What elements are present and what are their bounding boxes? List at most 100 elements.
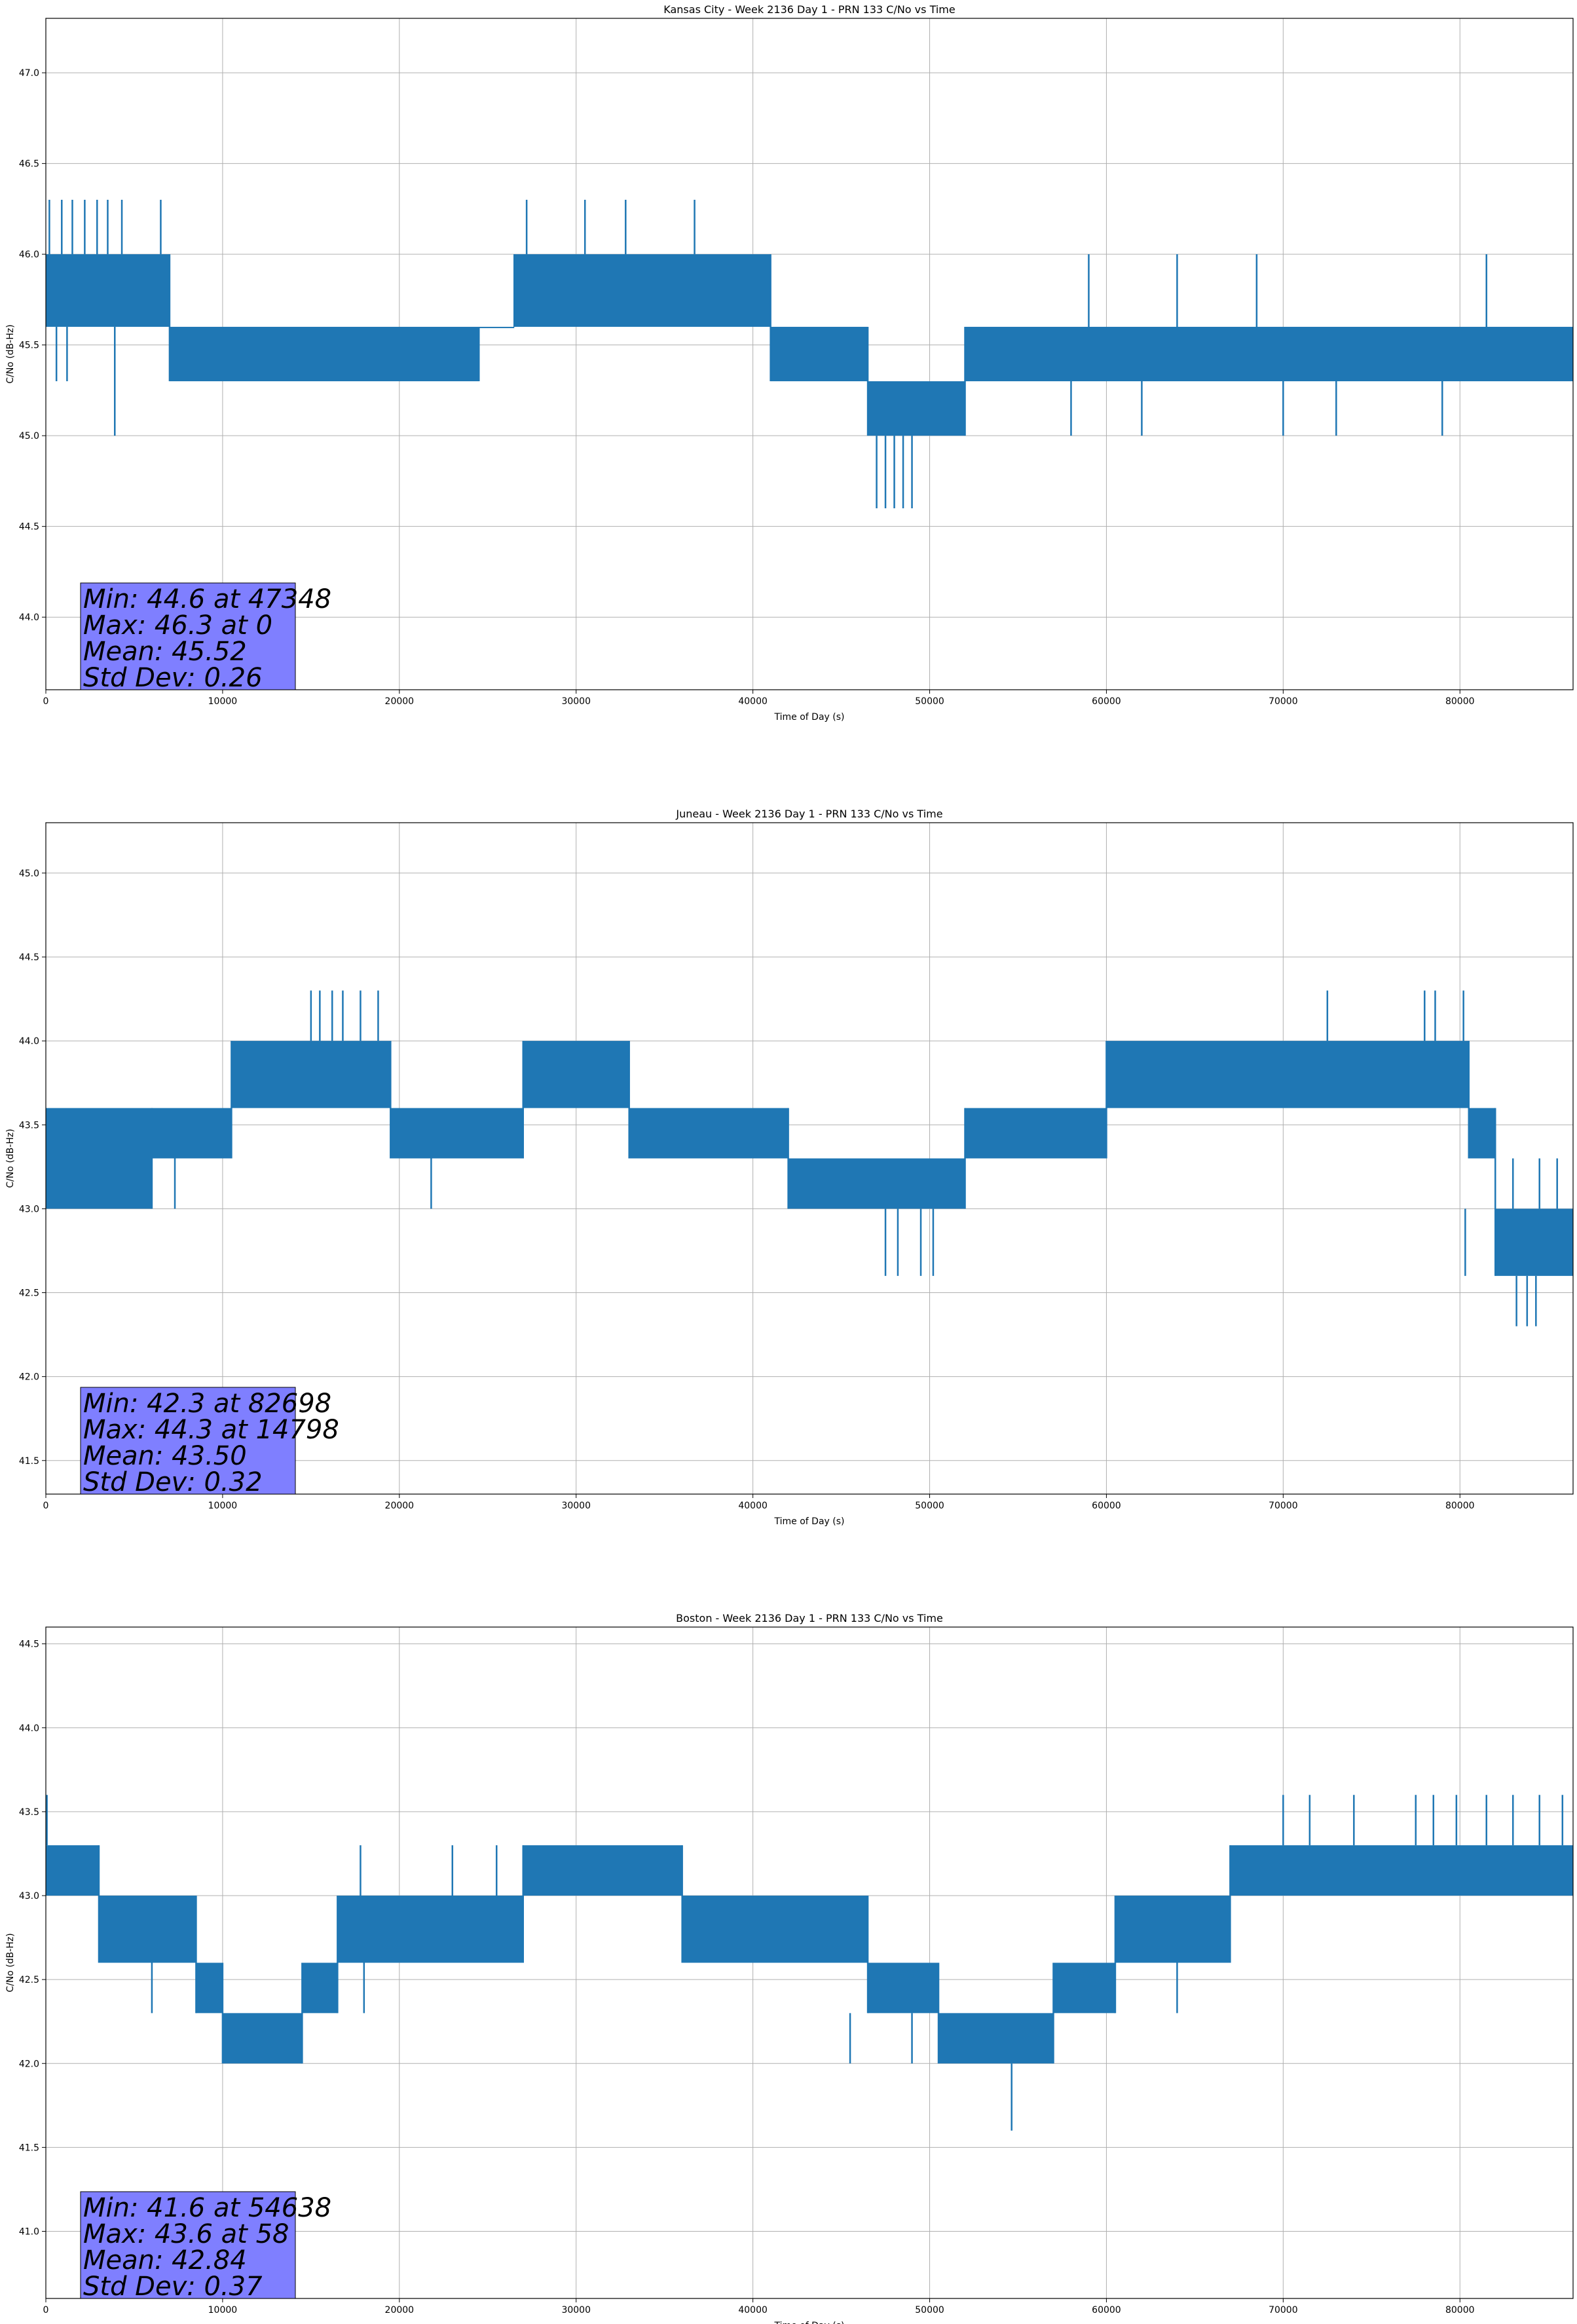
data-band xyxy=(938,2013,1054,2064)
y-tick-label: 44.0 xyxy=(19,1036,39,1047)
stats-line: Max: 44.3 at 14798 xyxy=(83,1415,339,1445)
chart-title: Boston - Week 2136 Day 1 - PRN 133 C/No … xyxy=(676,1612,943,1624)
x-tick-label: 30000 xyxy=(561,696,591,707)
stats-line: Min: 41.6 at 54638 xyxy=(83,2193,331,2223)
y-tick-label: 43.5 xyxy=(19,1807,39,1818)
data-band xyxy=(151,1108,232,1159)
data-band xyxy=(868,1962,939,2014)
stats-line: Mean: 45.52 xyxy=(83,637,247,667)
data-band xyxy=(1053,1962,1115,2014)
x-tick-label: 60000 xyxy=(1092,2305,1121,2315)
y-tick-label: 42.5 xyxy=(19,1975,39,1985)
data-band xyxy=(196,1962,223,2014)
data-band xyxy=(46,254,170,327)
x-tick-label: 50000 xyxy=(915,1501,944,1511)
stats-line: Mean: 43.50 xyxy=(83,1441,247,1471)
data-band xyxy=(390,1108,523,1159)
x-tick-label: 10000 xyxy=(208,1501,238,1511)
x-tick-label: 0 xyxy=(43,2305,49,2315)
data-band xyxy=(1115,1896,1231,1963)
chart-panel-1: 0 10000 20000 30000 40000 50000 60000 70000 8000… xyxy=(5,3,1574,722)
data-band xyxy=(302,1962,338,2014)
y-tick-label: 45.0 xyxy=(19,431,39,441)
series-cno xyxy=(46,200,1573,508)
stats-line: Max: 46.3 at 0 xyxy=(83,610,272,641)
stats-line: Std Dev: 0.32 xyxy=(83,1467,263,1497)
x-tick-label: 40000 xyxy=(738,696,768,707)
x-tick-label: 40000 xyxy=(738,1501,768,1511)
y-tick-label: 44.5 xyxy=(19,522,39,533)
y-tick-label: 42.5 xyxy=(19,1288,39,1299)
stats-line: Mean: 42.84 xyxy=(83,2245,247,2276)
x-tick-label: 60000 xyxy=(1092,1501,1121,1511)
x-tick-label: 60000 xyxy=(1092,696,1121,707)
x-tick-label: 50000 xyxy=(915,696,944,707)
y-tick-label: 44.5 xyxy=(19,952,39,963)
y-tick-label: 46.5 xyxy=(19,159,39,170)
data-band xyxy=(682,1896,868,1963)
x-tick-label: 40000 xyxy=(738,2305,768,2315)
x-axis-label: Time of Day (s) xyxy=(774,712,845,722)
data-band xyxy=(523,1041,629,1108)
data-band xyxy=(222,2013,303,2064)
stats-box-bg xyxy=(80,1387,296,1495)
stats-line: Max: 43.6 at 58 xyxy=(83,2219,289,2249)
data-band xyxy=(98,1896,196,1963)
y-tick-label: 44.0 xyxy=(19,1723,39,1734)
data-band xyxy=(965,1108,1107,1159)
y-tick-label: 46.0 xyxy=(19,250,39,260)
data-band xyxy=(231,1041,391,1108)
data-band xyxy=(514,254,771,327)
data-band xyxy=(1230,1845,1573,1896)
stats-box-bg xyxy=(80,582,296,690)
x-tick-label: 10000 xyxy=(208,696,238,707)
y-tick-label: 44.5 xyxy=(19,1640,39,1650)
data-band xyxy=(479,326,515,328)
chart-panel-3: 0 10000 20000 30000 40000 50000 60000 70000 8000… xyxy=(5,1612,1574,2324)
y-tick-label: 43.5 xyxy=(19,1120,39,1131)
stats-box-bg xyxy=(80,2191,296,2299)
x-tick-label: 80000 xyxy=(1445,696,1475,707)
data-band xyxy=(770,326,868,382)
y-axis-label: C/No (dB-Hz) xyxy=(5,324,16,383)
stats-line: Min: 42.3 at 82698 xyxy=(83,1389,331,1419)
x-tick-label: 0 xyxy=(43,1501,49,1511)
x-tick-label: 0 xyxy=(43,696,49,707)
x-axis-label: Time of Day (s) xyxy=(774,1516,845,1527)
y-tick-label: 45.5 xyxy=(19,341,39,351)
data-band xyxy=(169,326,479,382)
data-band xyxy=(1468,1108,1496,1159)
x-tick-label: 10000 xyxy=(208,2305,238,2315)
x-tick-label: 20000 xyxy=(385,1501,415,1511)
y-tick-label: 45.0 xyxy=(19,869,39,879)
x-tick-label: 50000 xyxy=(915,2305,944,2315)
x-tick-label: 30000 xyxy=(561,1501,591,1511)
data-band xyxy=(1495,1209,1573,1276)
y-tick-label: 44.0 xyxy=(19,612,39,623)
y-tick-label: 42.0 xyxy=(19,2059,39,2069)
data-band xyxy=(868,381,965,436)
series-cno xyxy=(46,1795,1573,2131)
chart-panel-2: 0 10000 20000 30000 40000 50000 60000 70000 8000… xyxy=(5,808,1574,1527)
y-tick-label: 47.0 xyxy=(19,68,39,79)
y-axis-label: C/No (dB-Hz) xyxy=(5,1129,16,1188)
data-band xyxy=(788,1158,965,1209)
x-tick-label: 80000 xyxy=(1445,2305,1475,2315)
stats-line: Std Dev: 0.26 xyxy=(83,663,263,693)
stats-line: Min: 44.6 at 47348 xyxy=(83,584,331,614)
y-axis-label: C/No (dB-Hz) xyxy=(5,1933,16,1992)
data-band xyxy=(965,326,1573,382)
y-tick-label: 43.0 xyxy=(19,1204,39,1214)
data-band xyxy=(337,1896,523,1963)
series-cno xyxy=(46,990,1573,1326)
axes-frame xyxy=(45,1626,1574,2299)
y-tick-label: 41.5 xyxy=(19,1456,39,1467)
data-band xyxy=(629,1108,788,1159)
axes-frame xyxy=(45,18,1574,690)
axes-frame xyxy=(45,822,1574,1495)
y-tick-label: 41.5 xyxy=(19,2143,39,2153)
data-band xyxy=(46,1845,99,1896)
